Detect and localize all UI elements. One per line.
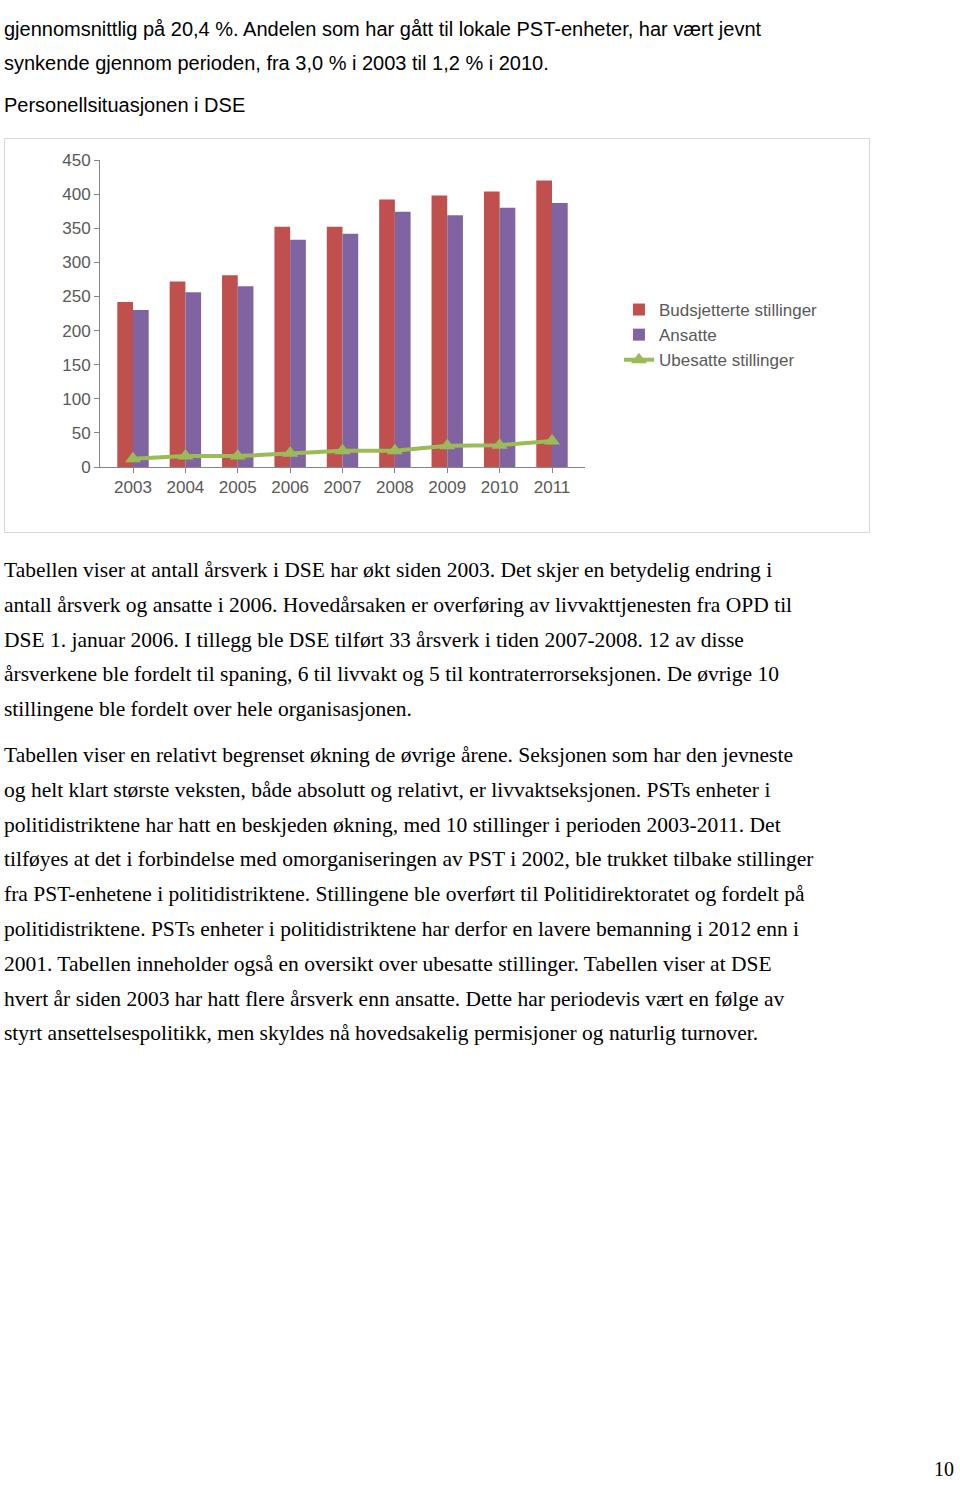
html-text:Personellsituasjonen i DSE: Personellsituasjonen i DSE — [4, 94, 246, 116]
html-text:årsverkene ble fordelt til spa: årsverkene ble fordelt til spaning, 6 ti… — [4, 662, 779, 687]
html-text:DSE 1. januar 2006. I tillegg: DSE 1. januar 2006. I tillegg ble DSE ti… — [4, 627, 744, 652]
svg-text:2004: 2004 — [166, 478, 204, 497]
svg-text:150: 150 — [62, 356, 90, 375]
svg-text:450: 450 — [62, 151, 90, 170]
html-text:10: 10 — [934, 1458, 954, 1480]
html-text:gjennomsnittlig på 20,4 %. And: gjennomsnittlig på 20,4 %. Andelen som h… — [4, 18, 762, 40]
html-text:og helt klart største veksten,: og helt klart største veksten, både abso… — [4, 777, 771, 802]
svg-text:2011: 2011 — [534, 478, 571, 497]
svg-text:2010: 2010 — [481, 478, 519, 497]
svg-text:2008: 2008 — [376, 478, 414, 497]
svg-text:200: 200 — [62, 322, 90, 341]
svg-text:400: 400 — [62, 185, 90, 204]
svg-text:2005: 2005 — [219, 478, 257, 497]
svg-text:250: 250 — [62, 287, 90, 306]
svg-text:350: 350 — [62, 219, 90, 238]
html-text:stillingene ble fordelt over h: stillingene ble fordelt over hele organi… — [4, 697, 412, 722]
svg-text:300: 300 — [62, 253, 90, 272]
svg-text:100: 100 — [62, 390, 90, 409]
html-text:politidistriktene har hatt en: politidistriktene har hatt en beskjeden … — [4, 812, 781, 837]
svg-text:50: 50 — [72, 424, 91, 443]
svg-text:Ubesatte stillinger: Ubesatte stillinger — [659, 351, 794, 370]
html-text:antall årsverk og ansatte i 20: antall årsverk og ansatte i 2006. Hovedå… — [4, 592, 793, 617]
svg-text:2007: 2007 — [324, 478, 362, 497]
svg-text:0: 0 — [81, 458, 90, 477]
svg-text:2009: 2009 — [428, 478, 466, 497]
html-text:fra PST-enhetene i politidistr: fra PST-enhetene i politidistriktene. St… — [4, 882, 805, 907]
svg-text:Budsjetterte stillinger: Budsjetterte stillinger — [659, 301, 817, 320]
svg-text:2006: 2006 — [271, 478, 309, 497]
html-text:Tabellen viser at antall årsve: Tabellen viser at antall årsverk i DSE h… — [4, 558, 773, 582]
html-text:2001. Tabellen inneholder også: 2001. Tabellen inneholder også en oversi… — [4, 951, 772, 976]
html-text:Tabellen viser en relativt beg: Tabellen viser en relativt begrenset økn… — [4, 743, 793, 767]
svg-text:Ansatte: Ansatte — [659, 326, 717, 345]
html-text:hvert år siden 2003 har hatt f: hvert år siden 2003 har hatt flere årsve… — [4, 986, 785, 1011]
html-text:politidistriktene. PSTs enhete: politidistriktene. PSTs enheter i politi… — [4, 917, 799, 941]
svg-text:2003: 2003 — [114, 478, 152, 497]
html-text:styrt ansettelsespolitikk, men: styrt ansettelsespolitikk, men skyldes n… — [4, 1021, 759, 1046]
html-text:tilføyes at det i forbindelse: tilføyes at det i forbindelse med omorga… — [4, 847, 814, 872]
html-text:synkende gjennom perioden, fra: synkende gjennom perioden, fra 3,0 % i 2… — [4, 52, 549, 74]
